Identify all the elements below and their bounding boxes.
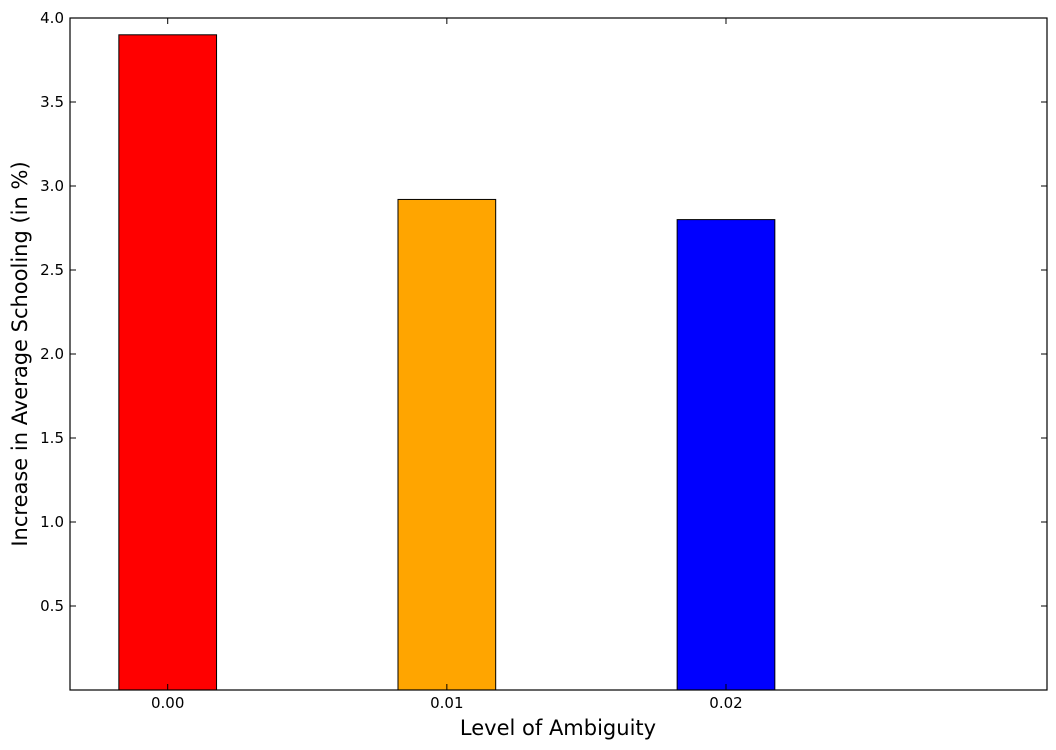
plot-frame [69,17,1048,691]
y-tick-label: 0.5 [40,597,64,615]
y-tick-label: 2.5 [40,261,64,279]
x-tick-label: 0.02 [709,694,742,712]
x-tick-label: 0.00 [151,694,184,712]
y-tick-label: 1.0 [40,513,64,531]
x-axis-label: Level of Ambiguity [460,716,656,740]
bar-0.02 [676,219,776,691]
y-tick-label: 3.0 [40,177,64,195]
y-tick-label: 2.0 [40,345,64,363]
x-tick-label: 0.01 [430,694,463,712]
y-tick-label: 4.0 [40,9,64,27]
ticks-layer: 0.00 0.01 0.02 0.5 1.0 1.5 2.0 2.5 3.0 3.5 4.0 [40,9,1047,712]
y-tick-label: 1.5 [40,429,64,447]
bar-0.01 [397,198,497,691]
bars-layer [118,34,776,691]
y-tick-label: 3.5 [40,93,64,111]
bar-0.00 [118,34,218,691]
y-axis-label: Increase in Average Schooling (in %) [8,161,32,546]
